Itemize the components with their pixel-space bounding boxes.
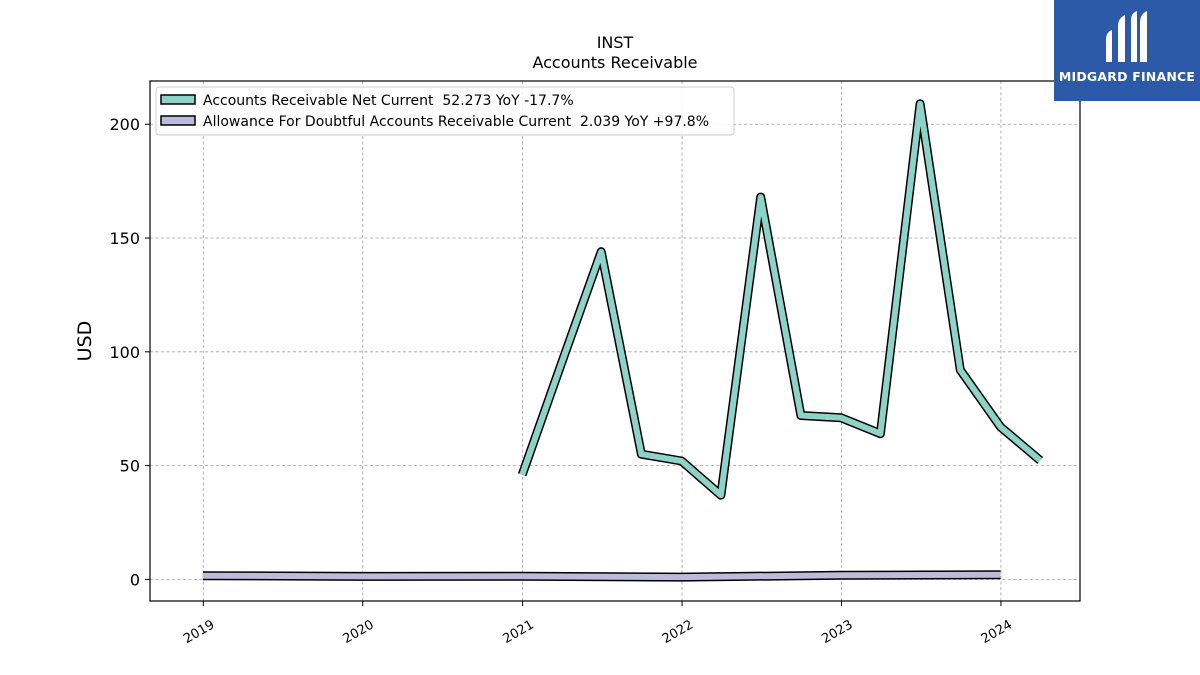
x-tick-label: 2022	[660, 617, 696, 647]
x-tick-label: 2021	[500, 617, 536, 647]
brand-logo: MIDGARD FINANCE	[1054, 0, 1200, 101]
legend-swatch-allowance	[160, 115, 196, 126]
y-tick-label: 150	[109, 229, 140, 248]
brand-name: MIDGARD FINANCE	[1058, 69, 1196, 84]
y-tick-label: 200	[109, 115, 140, 134]
chart-title: INST	[597, 33, 634, 52]
series-0	[517, 99, 1044, 500]
legend-swatch-accounts-receivable	[160, 94, 196, 105]
x-axis: 2019 2020 2021 2022 2023 2024	[181, 601, 1015, 647]
series-layer	[202, 99, 1044, 582]
plot-frame	[149, 80, 1081, 602]
y-axis: 0 50 100 150 200	[109, 115, 150, 589]
chart-subtitle: Accounts Receivable	[532, 53, 697, 72]
legend: Accounts Receivable Net Current 52.273 Y…	[155, 86, 735, 136]
legend-label-allowance: Allowance For Doubtful Accounts Receivab…	[203, 114, 709, 130]
y-tick-label: 100	[109, 343, 140, 362]
y-tick-label: 0	[130, 570, 140, 589]
y-axis-label: USD	[74, 321, 96, 362]
series-1	[202, 570, 1001, 582]
x-tick-label: 2023	[819, 617, 855, 647]
x-tick-label: 2020	[341, 617, 377, 647]
brand-mark-icon	[1106, 11, 1147, 62]
y-tick-label: 50	[120, 457, 140, 476]
series-1-line	[202, 571, 1001, 581]
legend-box	[155, 86, 735, 136]
series-0-line	[519, 100, 1043, 499]
x-tick-label: 2024	[979, 617, 1015, 647]
x-tick-label: 2019	[181, 617, 217, 647]
legend-label-accounts-receivable: Accounts Receivable Net Current 52.273 Y…	[203, 93, 574, 109]
